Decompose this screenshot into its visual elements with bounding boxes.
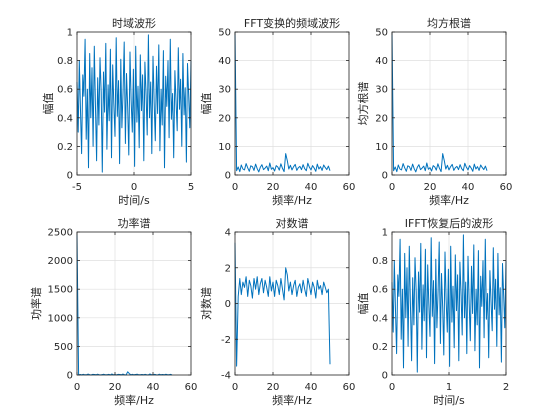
y-tick-label: 2 [225, 263, 231, 274]
x-axis-label: 频率/Hz [272, 393, 312, 407]
y-tick-label: 0.8 [57, 56, 73, 67]
y-tick-label: 40 [375, 56, 388, 67]
y-tick-label: 50 [375, 28, 388, 39]
x-tick-label: 20 [109, 382, 122, 393]
x-tick-label: 2 [503, 382, 509, 393]
y-tick-label: 0.2 [372, 342, 388, 353]
x-tick-label: 40 [305, 382, 318, 393]
y-tick-label: 0.8 [372, 256, 388, 267]
y-tick-label: 10 [375, 142, 388, 153]
y-tick-label: 1000 [48, 313, 73, 324]
series-line [234, 242, 331, 367]
x-tick-label: 60 [343, 382, 356, 393]
y-tick-label: 4 [225, 228, 231, 239]
y-tick-label: 0 [225, 299, 231, 310]
y-tick-label: 0.4 [372, 313, 388, 324]
series-line [391, 31, 488, 173]
y-tick-label: 0.6 [372, 285, 388, 296]
y-tick-label: 0 [67, 171, 73, 182]
series-line [76, 34, 192, 173]
y-axis-label: 对数谱 [199, 287, 213, 320]
y-tick-label: 50 [218, 28, 231, 39]
y-tick-label: 30 [375, 85, 388, 96]
y-tick-label: 2500 [48, 228, 73, 239]
y-tick-label: 20 [218, 113, 231, 124]
y-axis-label: 功率谱 [29, 287, 43, 320]
y-axis-label: 均方根谱 [356, 82, 370, 126]
x-tick-label: 5 [188, 182, 194, 193]
x-tick-label: 20 [267, 182, 280, 193]
y-axis-label: 幅值 [42, 93, 55, 115]
x-tick-label: 0 [232, 182, 238, 193]
y-tick-label: 1 [382, 228, 388, 239]
chart-title: 功率谱 [118, 216, 151, 230]
x-axis-label: 频率/Hz [114, 393, 154, 407]
chart-title: 时域波形 [112, 17, 156, 30]
x-tick-label: 40 [305, 182, 318, 193]
x-tick-label: 60 [343, 182, 356, 193]
x-tick-label: 0 [389, 182, 395, 193]
plot-area [392, 32, 506, 175]
y-tick-label: -2 [221, 335, 231, 346]
y-axis-label: 幅值 [357, 293, 370, 315]
y-tick-label: 0 [67, 371, 73, 382]
y-tick-label: 0.2 [57, 142, 73, 153]
y-tick-label: 0 [382, 171, 388, 182]
axes-box [234, 31, 350, 176]
x-tick-label: 40 [462, 182, 475, 193]
x-tick-label: 40 [147, 382, 160, 393]
y-tick-label: 0 [382, 371, 388, 382]
plot-area [77, 232, 191, 375]
x-tick-label: 20 [424, 182, 437, 193]
y-tick-label: -4 [221, 371, 231, 382]
y-tick-label: 30 [218, 85, 231, 96]
plot-area [235, 32, 349, 175]
x-tick-label: 0 [389, 382, 395, 393]
x-tick-label: 0 [232, 382, 238, 393]
axes-box [391, 31, 507, 176]
x-axis-label: 时间/s [433, 394, 465, 407]
chart-title: IFFT恢复后的波形 [405, 216, 493, 230]
x-tick-label: -5 [72, 182, 82, 193]
x-tick-label: 20 [267, 382, 280, 393]
y-tick-label: 10 [218, 142, 231, 153]
y-tick-label: 20 [375, 113, 388, 124]
chart-title: FFT变换的频域波形 [244, 16, 340, 30]
y-tick-label: 1500 [48, 285, 73, 296]
x-tick-label: 60 [500, 182, 513, 193]
y-tick-label: 1 [67, 28, 73, 39]
x-axis-label: 频率/Hz [429, 193, 469, 207]
x-tick-label: 60 [185, 382, 198, 393]
series-line [234, 31, 331, 173]
x-axis-label: 频率/Hz [272, 193, 312, 207]
y-tick-label: 2000 [48, 256, 73, 267]
axes-box [76, 231, 192, 376]
y-tick-label: 0.4 [57, 113, 73, 124]
x-tick-label: 0 [74, 382, 80, 393]
y-tick-label: 500 [54, 342, 73, 353]
y-tick-label: 40 [218, 56, 231, 67]
chart-title: 均方根谱 [427, 16, 471, 30]
x-tick-label: 0 [131, 182, 137, 193]
y-axis-label: 幅值 [200, 93, 213, 115]
y-tick-label: 0.6 [57, 85, 73, 96]
series-line [391, 234, 507, 373]
chart-title: 对数谱 [276, 216, 309, 230]
x-tick-label: 1 [446, 382, 452, 393]
x-axis-label: 时间/s [118, 194, 150, 207]
y-tick-label: 0 [225, 171, 231, 182]
